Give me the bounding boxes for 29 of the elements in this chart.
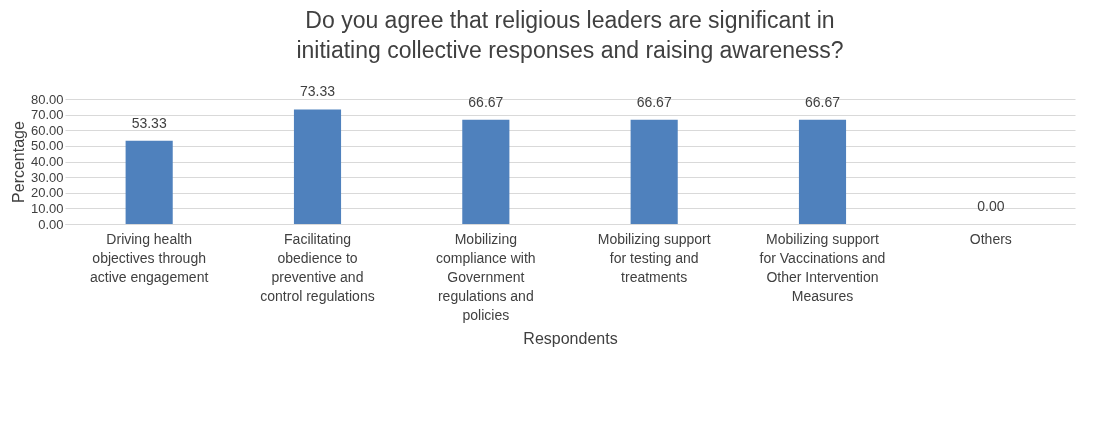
bar (798, 119, 847, 224)
x-tick-label: Mobilizing support for Vaccinations and Other Intervention Measures (759, 230, 886, 304)
data-label: 53.33 (131, 114, 167, 131)
y-tick-label: 50.00 (30, 138, 64, 154)
bar (462, 119, 510, 224)
y-tick-label: 80.00 (30, 91, 64, 107)
chart-title: Do you agree that religious leaders are significant in initiating collective responses and raising awareness? (296, 7, 844, 64)
data-label: 66.67 (804, 93, 841, 110)
x-tick-label: Others (969, 230, 1012, 247)
x-tick-label: Driving health objectives through active engagement (90, 230, 209, 285)
data-label: 66.67 (468, 93, 504, 110)
y-tick-label: 40.00 (30, 154, 64, 169)
y-tick-label: 60.00 (30, 122, 64, 138)
y-tick-label: 10.00 (30, 200, 64, 216)
y-tick-label: 30.00 (30, 169, 64, 185)
y-axis-title: Percentage (9, 120, 27, 203)
y-tick-label: 0.00 (38, 216, 64, 232)
bar (293, 109, 342, 224)
bar (125, 140, 173, 224)
bar (630, 119, 678, 224)
x-axis-title: Respondents (523, 329, 618, 347)
y-tick-label: 70.00 (30, 107, 64, 123)
data-label: 0.00 (977, 198, 1005, 214)
y-tick-label: 20.00 (30, 185, 64, 201)
data-label: 66.67 (636, 93, 672, 110)
x-tick-label: Facilitating obedience to preventive and control regulations (260, 230, 375, 304)
x-tick-label: Mobilizing support for testing and treatments (597, 230, 711, 285)
data-label: 73.33 (299, 83, 336, 100)
x-tick-label: Mobilizing compliance with Government regulations and policies (436, 230, 536, 323)
